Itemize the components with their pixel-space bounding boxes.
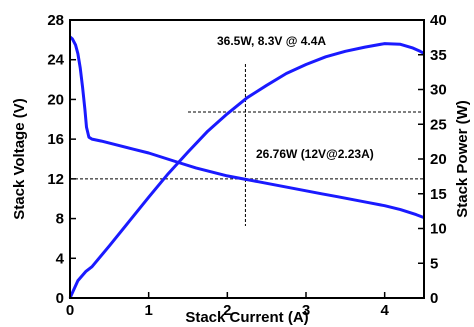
y-tick-label-left: 28 <box>47 12 64 29</box>
power-curve <box>68 42 425 299</box>
annotation-max-power: 36.5W, 8.3V @ 4.4A <box>217 34 326 48</box>
y-tick-label-right: 5 <box>430 255 438 272</box>
y-tick-label-left: 12 <box>47 171 64 188</box>
y-tick-label-left: 24 <box>47 52 64 69</box>
y-tick-label-left: 0 <box>56 290 64 307</box>
y-tick-label-left: 20 <box>47 91 64 108</box>
series-layer <box>68 35 425 299</box>
y-tick-label-left: 16 <box>47 131 64 148</box>
y-tick-label-right: 40 <box>430 12 447 29</box>
y-axis-title-right: Stack Power (W) <box>454 100 471 218</box>
axis-ticks <box>69 19 424 299</box>
y-tick-label-right: 0 <box>430 290 438 307</box>
y-tick-label-left: 8 <box>56 211 64 228</box>
y-tick-label-right: 25 <box>430 116 447 133</box>
y-tick-label-right: 10 <box>430 221 447 238</box>
x-tick-label: 3 <box>302 302 310 319</box>
x-tick-label: 0 <box>66 302 74 319</box>
voltage-curve <box>69 35 425 220</box>
x-tick-label: 2 <box>223 302 231 319</box>
x-axis-title: Stack Current (A) <box>185 309 308 326</box>
y-axis-title-left: Stack Voltage (V) <box>11 98 28 219</box>
y-tick-label-right: 15 <box>430 186 447 203</box>
y-tick-label-left: 4 <box>56 250 65 267</box>
y-tick-label-right: 35 <box>430 47 447 64</box>
y-tick-label-right: 30 <box>430 82 447 99</box>
y-tick-label-right: 20 <box>430 151 447 168</box>
annotation-operating-point: 26.76W (12V@2.23A) <box>256 147 374 161</box>
x-tick-label: 4 <box>380 302 389 319</box>
x-tick-label: 1 <box>144 302 152 319</box>
